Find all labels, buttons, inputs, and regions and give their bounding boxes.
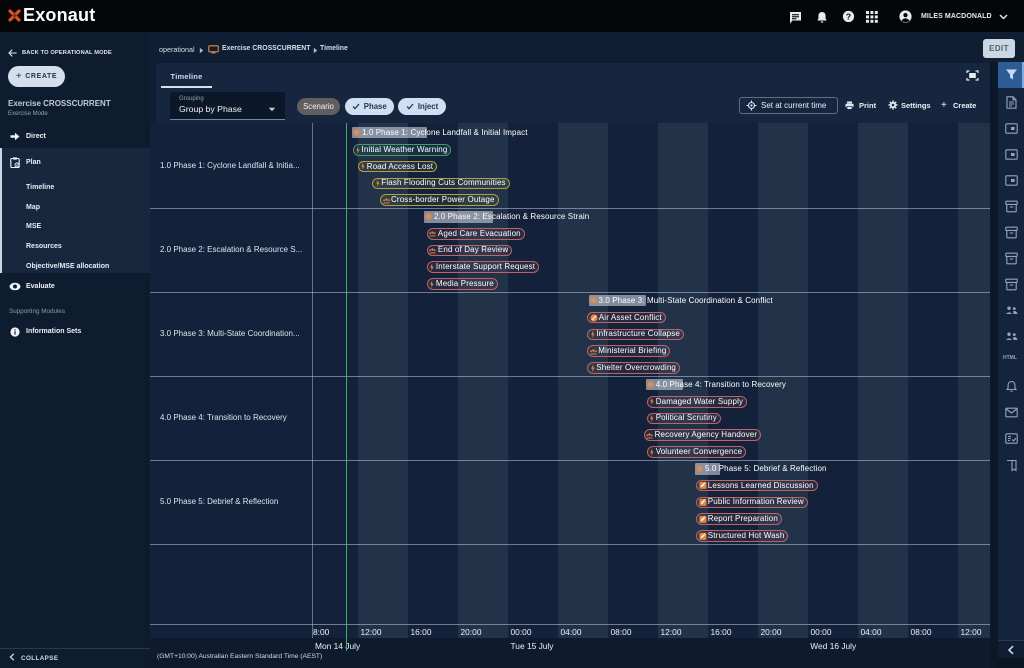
svg-text:?: ? (846, 11, 851, 21)
